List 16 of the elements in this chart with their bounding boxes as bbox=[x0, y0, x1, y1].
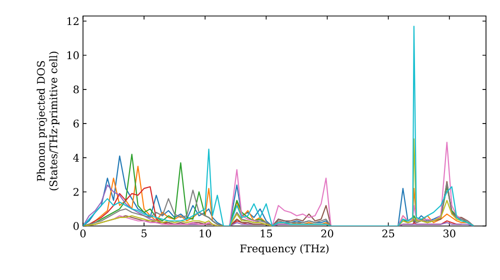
x-tick-label: 15 bbox=[260, 230, 272, 238]
y-tick-label: 12 bbox=[67, 17, 78, 26]
x-tick-label: 5 bbox=[142, 230, 147, 238]
x-tick-label: 20 bbox=[321, 230, 334, 238]
y-tick-label: 4 bbox=[73, 154, 79, 162]
y-axis-title: Phonon projected DOS (States/THz·primitive cell) bbox=[36, 52, 60, 190]
x-tick-label: 30 bbox=[444, 230, 456, 238]
x-tick-label: 10 bbox=[200, 230, 212, 238]
x-axis-title: Frequency (THz) bbox=[240, 244, 328, 255]
x-tick-label: 25 bbox=[382, 230, 394, 238]
x-tick-label: 0 bbox=[80, 230, 86, 238]
y-tick-label: 6 bbox=[74, 120, 79, 128]
y-tick-label: 0 bbox=[74, 222, 79, 230]
y-tick-label: 8 bbox=[74, 85, 79, 94]
y-tick-label: 2 bbox=[74, 188, 78, 196]
y-tick-label: 10 bbox=[67, 51, 79, 60]
